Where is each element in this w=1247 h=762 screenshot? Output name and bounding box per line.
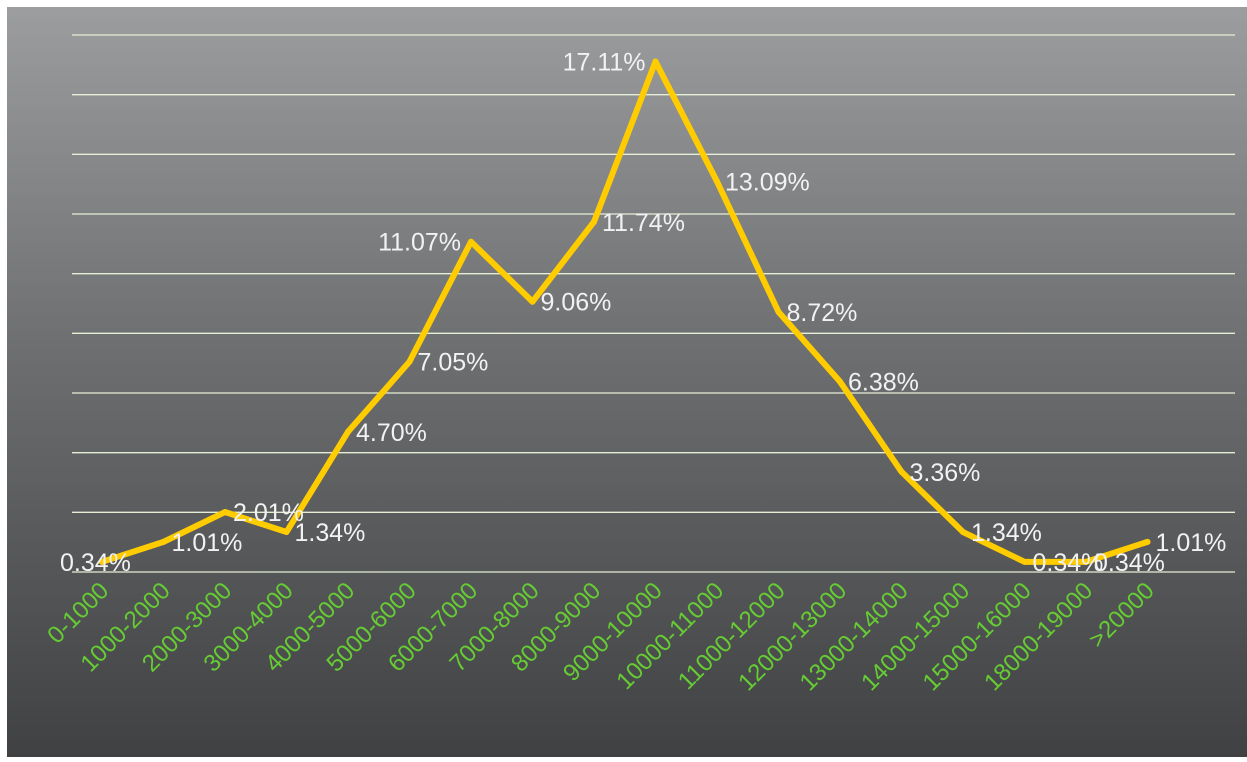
data-point xyxy=(529,298,536,305)
data-point xyxy=(591,218,597,225)
data-point xyxy=(652,58,659,65)
data-point xyxy=(406,358,413,365)
x-axis-tick-labels: 0-10001000-20002000-30003000-40004000-50… xyxy=(42,577,1159,696)
data-point xyxy=(775,308,782,315)
data-point xyxy=(898,468,905,475)
data-point xyxy=(1021,558,1028,565)
data-label: 17.11% xyxy=(563,49,646,77)
data-point xyxy=(468,238,474,245)
data-label: 4.70% xyxy=(356,419,427,447)
data-label: 0.34% xyxy=(60,549,131,577)
data-point xyxy=(160,538,167,545)
data-point xyxy=(960,529,966,536)
data-point xyxy=(283,529,290,536)
data-label: 9.06% xyxy=(541,289,612,317)
data-point xyxy=(837,378,843,385)
x-tick-label: 18000-19000 xyxy=(979,577,1098,696)
data-point xyxy=(99,558,105,565)
data-label: 2.01% xyxy=(233,499,304,527)
data-point xyxy=(1144,538,1151,545)
data-label: 1.34% xyxy=(295,519,366,547)
data-label: 11.74% xyxy=(602,209,685,237)
data-point xyxy=(222,509,228,516)
gridlines xyxy=(72,34,1235,573)
series-line xyxy=(99,58,1151,565)
data-label: 0.34% xyxy=(1033,549,1104,577)
data-label: 11.07% xyxy=(378,229,461,257)
data-label: 1.01% xyxy=(1156,529,1227,557)
data-point xyxy=(714,178,720,185)
data-label: 3.36% xyxy=(910,459,981,487)
x-tick-label: >20000 xyxy=(1084,577,1160,653)
data-labels: 0.34%1.01%2.01%1.34%4.70%7.05%11.07%9.06… xyxy=(60,49,1226,577)
data-label: 6.38% xyxy=(848,369,919,397)
data-label: 8.72% xyxy=(787,299,858,327)
data-label: 13.09% xyxy=(725,168,810,196)
data-point xyxy=(1083,558,1089,565)
data-label: 0.34% xyxy=(1094,549,1165,577)
data-point xyxy=(345,428,351,435)
data-label: 1.34% xyxy=(971,519,1042,547)
series-line-layer xyxy=(99,58,1151,565)
data-label: 7.05% xyxy=(418,349,489,377)
data-label: 1.01% xyxy=(172,529,243,557)
